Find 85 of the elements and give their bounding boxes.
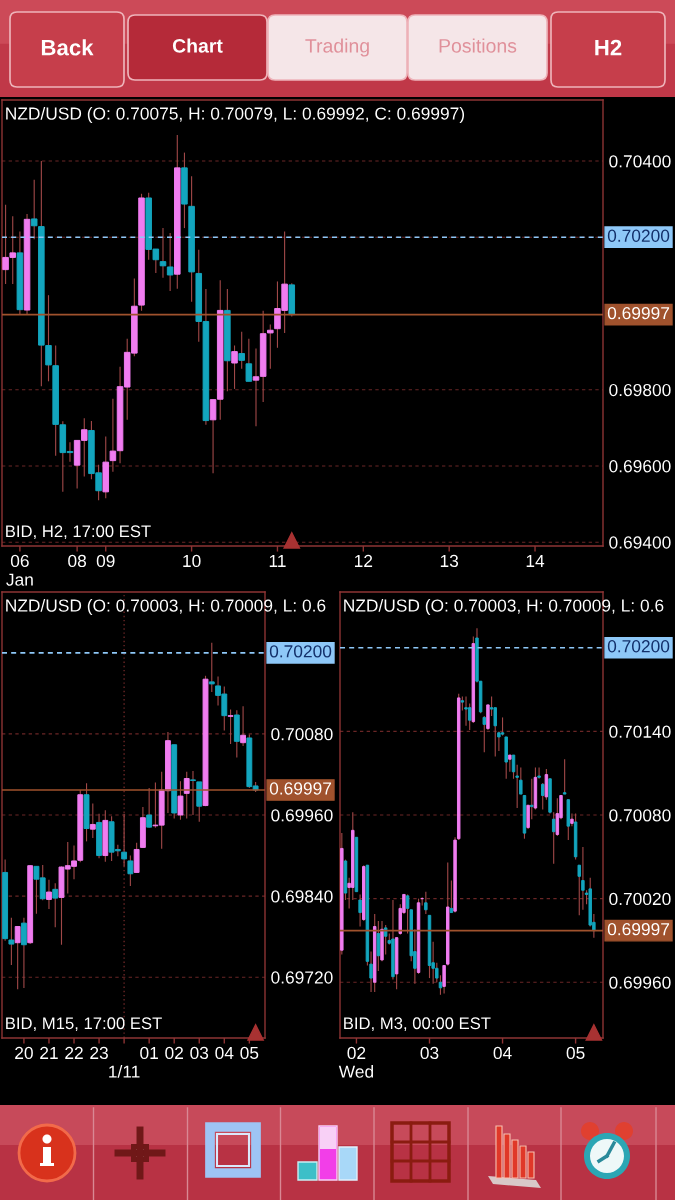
candlestick [537, 767, 541, 780]
x-tick-label: 02 Wed [338, 1046, 374, 1078]
x-tick-label: 09 [96, 554, 115, 568]
annotation: BID, M15, 17:00 EST [6, 1017, 162, 1032]
ref-line-label: 0.69997 [607, 306, 670, 320]
ref-line-label: 0.70200 [269, 645, 332, 658]
candlestick [245, 338, 253, 382]
x-tick-label: 13 [440, 554, 459, 568]
candlestick [482, 715, 487, 753]
text: Positions [439, 38, 517, 53]
ref-line-label: 0.70200 [607, 229, 670, 242]
annotation: BID, H2, 17:00 EST [6, 525, 151, 540]
candlestick [133, 842, 140, 874]
candlestick [511, 754, 516, 780]
candlestick [190, 770, 196, 816]
y-tick-label: 0.70020 [609, 892, 671, 906]
candlestick [183, 771, 190, 819]
candlestick [14, 925, 21, 990]
candlestick [52, 882, 59, 928]
candlestick [20, 917, 27, 989]
candlestick [530, 778, 534, 820]
x-tick-label: 10 [183, 554, 201, 568]
candlestick [177, 780, 184, 821]
x-tick-label: 23 [90, 1046, 108, 1060]
x-tick-label: 05 [240, 1046, 259, 1060]
y-tick-label: 0.69960 [271, 809, 333, 822]
candlestick [581, 846, 585, 911]
y-tick-label: 0.70400 [609, 155, 671, 168]
candlestick [127, 854, 134, 887]
y-tick-label: 0.69960 [609, 976, 671, 989]
y-tick-label: 0.70140 [609, 725, 671, 738]
candlestick [508, 754, 512, 773]
candlestick [231, 344, 238, 390]
candlestick [424, 891, 428, 915]
text: Chart [172, 38, 223, 53]
candlestick [562, 758, 567, 795]
candlestick [358, 893, 362, 928]
text: H2 [595, 39, 622, 56]
x-tick-label: 04 [215, 1046, 234, 1060]
x-tick-label: 06 Jan [6, 554, 33, 586]
text: Trading [305, 38, 369, 57]
x-tick-label: 04 [493, 1046, 512, 1060]
y-tick-label: 0.69840 [271, 890, 333, 903]
chart-title: NZD/USD (O: 0.70003, H: 0.70009, L: 0.6 [344, 598, 664, 616]
x-tick-label: 12 [354, 554, 373, 567]
candlestick [240, 705, 247, 747]
x-tick-label: 05 [566, 1046, 585, 1060]
ref-line-label: 0.69997 [269, 782, 332, 795]
candlestick [208, 642, 215, 693]
x-tick-label: 20 [15, 1046, 33, 1060]
candlestick [227, 709, 234, 745]
x-tick-label: 02 [165, 1046, 183, 1060]
y-tick-label: 0.70080 [609, 809, 671, 822]
x-tick-label: 21 [40, 1046, 58, 1059]
candlestick [46, 879, 52, 910]
chart-title: NZD/USD (O: 0.70003, H: 0.70009, L: 0.6 [6, 598, 326, 616]
chart-title: NZD/USD (O: 0.70075, H: 0.70079, L: 0.69992, C: 0.69997) [6, 106, 465, 124]
ref-line-label: 0.70200 [607, 640, 670, 653]
y-tick-label: 0.69720 [271, 971, 333, 984]
x-tick-label: 03 [420, 1046, 439, 1060]
x-tick-label: 22 [65, 1046, 83, 1059]
candlestick [166, 232, 174, 292]
x-tick-label: 1/11 [109, 1065, 140, 1078]
candlestick [500, 716, 505, 737]
x-tick-label: 11 [269, 554, 286, 567]
candlestick [238, 331, 245, 370]
candlestick [89, 802, 96, 839]
ref-line-label: 0.69997 [607, 923, 670, 936]
candlestick [8, 917, 15, 966]
candlestick [30, 179, 38, 240]
x-tick-label: 08 [68, 554, 87, 568]
y-tick-label: 0.69800 [609, 383, 671, 397]
candlestick [146, 787, 153, 829]
x-tick-label: 01 [140, 1046, 158, 1060]
y-tick-label: 0.69600 [609, 460, 671, 473]
y-tick-label: 0.69400 [609, 536, 671, 549]
x-tick-label: 03 [190, 1046, 209, 1060]
candlestick [159, 227, 167, 279]
x-tick-label: 14 [526, 554, 545, 567]
annotation: BID, M3, 00:00 EST [344, 1017, 491, 1032]
text: Back [41, 39, 94, 56]
y-tick-label: 0.70080 [271, 728, 333, 741]
candlestick [515, 764, 519, 809]
candlestick [121, 813, 128, 867]
candlestick [464, 695, 468, 727]
